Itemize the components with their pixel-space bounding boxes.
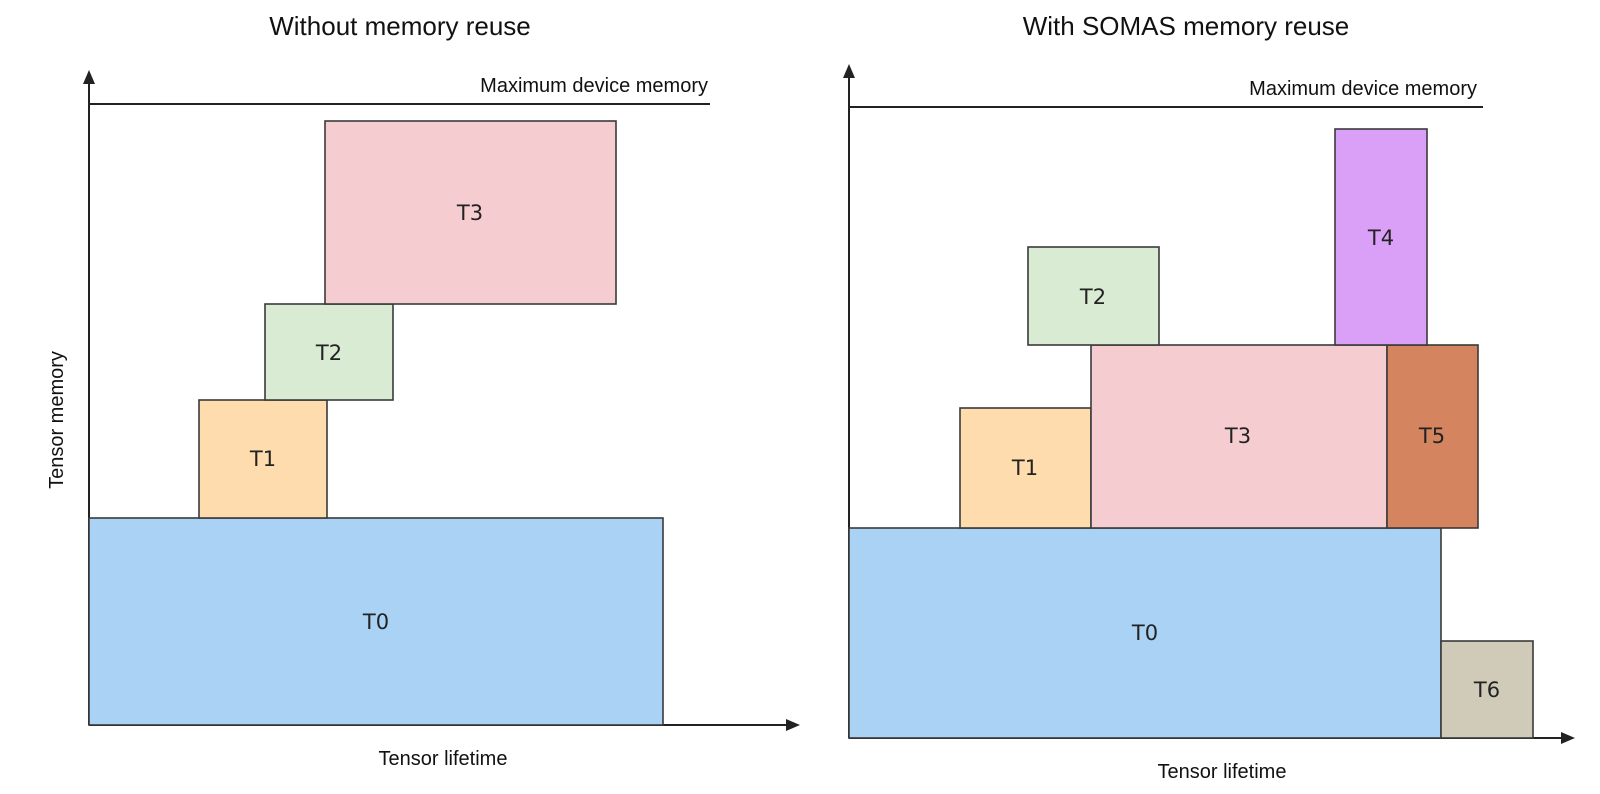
tensor-block-t0: [88, 517, 664, 726]
max-memory-label: Maximum device memory: [1249, 78, 1477, 100]
x-axis-label: Tensor lifetime: [379, 748, 508, 770]
tensor-label-t5: T5: [1418, 424, 1445, 448]
tensor-label-t4: T4: [1367, 226, 1394, 250]
tensor-block-t6: [1440, 640, 1534, 739]
x-axis-arrow-icon: [1561, 732, 1575, 744]
x-axis-arrow-icon: [786, 719, 800, 731]
tensor-block-t5: [1386, 344, 1479, 529]
tensor-label-t0: T0: [362, 610, 389, 634]
tensor-label-t3: T3: [456, 201, 483, 225]
tensor-block-t2: [1027, 246, 1160, 346]
panel-title: Without memory reuse: [269, 11, 531, 41]
y-axis-arrow-icon: [843, 64, 855, 78]
tensor-label-t2: T2: [1079, 285, 1106, 309]
panel-with-somas: With SOMAS memory reuse Maximum device m…: [843, 11, 1575, 783]
tensor-label-t0: T0: [1131, 621, 1158, 645]
tensor-block-t3: [324, 120, 617, 305]
max-memory-label: Maximum device memory: [480, 75, 708, 97]
y-axis-label: Tensor memory: [46, 351, 68, 489]
y-axis-arrow-icon: [83, 70, 95, 84]
tensor-label-t3: T3: [1224, 424, 1251, 448]
tensor-label-t2: T2: [315, 341, 342, 365]
tensor-block-t4: [1334, 128, 1428, 346]
panel-without-reuse: Without memory reuse Maximum device memo…: [46, 11, 800, 770]
x-axis-label: Tensor lifetime: [1158, 761, 1287, 783]
tensor-label-t1: T1: [249, 447, 276, 471]
tensor-block-t2: [264, 303, 394, 401]
tensor-block-t1: [959, 407, 1092, 529]
tensor-block-t1: [198, 399, 328, 519]
tensor-label-t6: T6: [1473, 678, 1500, 702]
panel-title: With SOMAS memory reuse: [1023, 11, 1350, 41]
tensor-block-t0: [848, 527, 1442, 739]
tensor-block-t3: [1090, 344, 1388, 529]
tensor-label-t1: T1: [1011, 456, 1038, 480]
